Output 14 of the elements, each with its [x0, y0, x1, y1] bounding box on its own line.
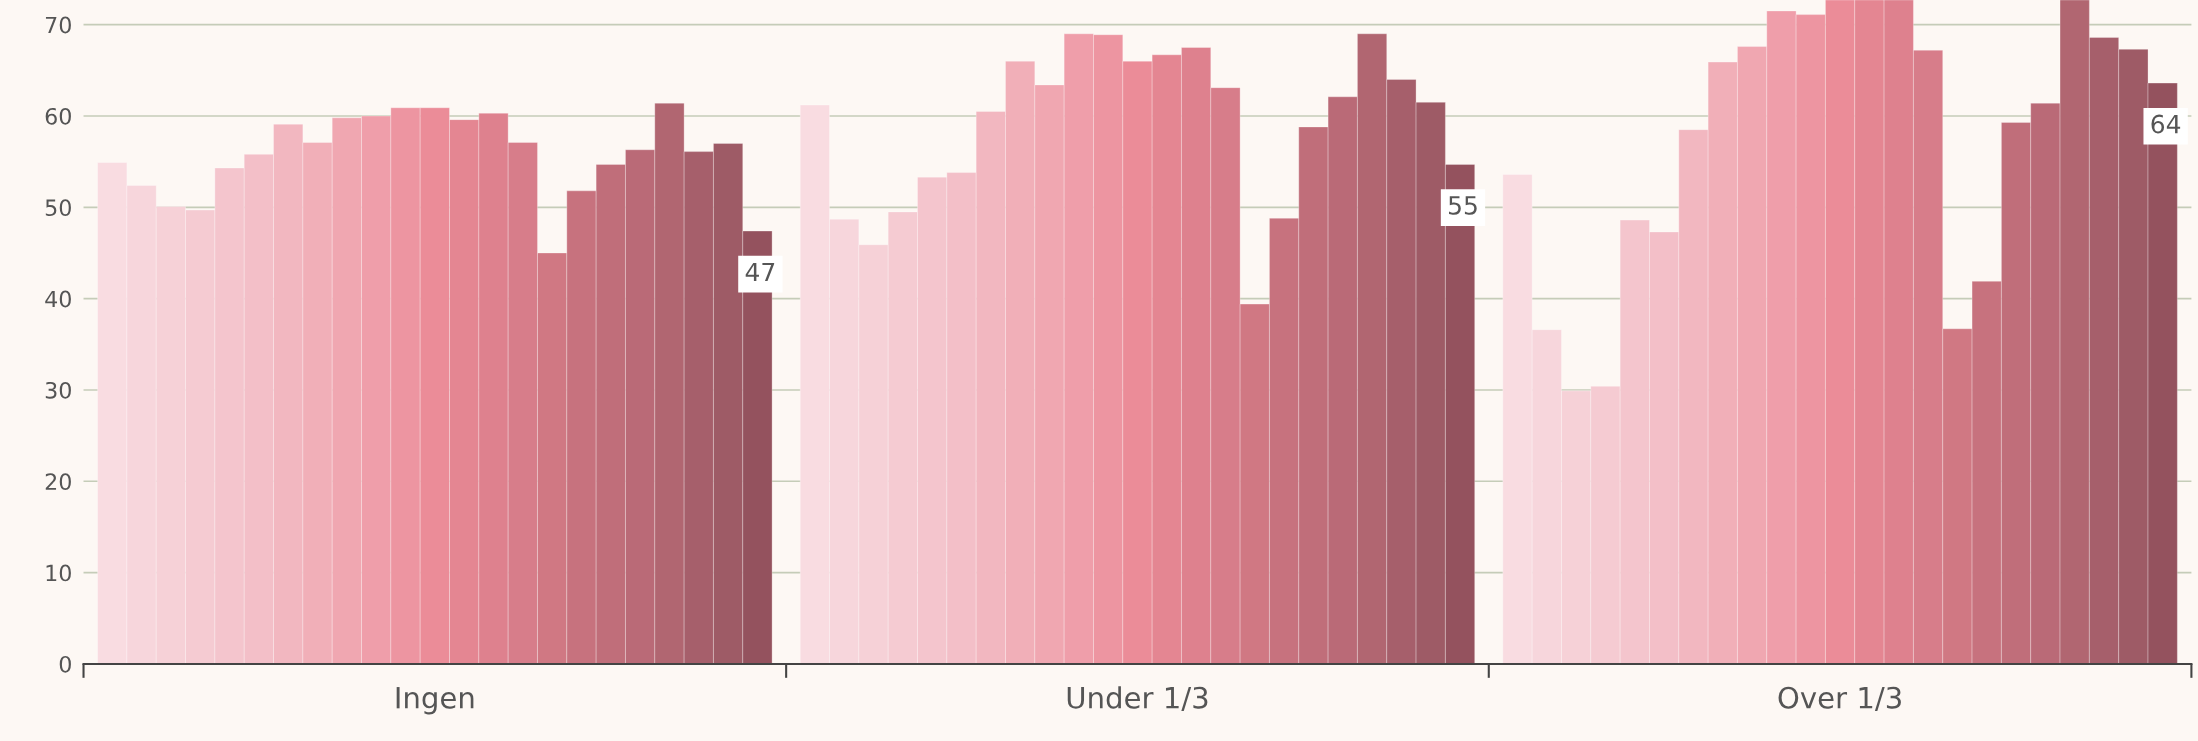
y-tick-label: 30 [45, 381, 71, 399]
data-label: 55 [1449, 196, 1477, 215]
y-tick-label: 70 [45, 16, 71, 34]
y-tick-label: 40 [45, 290, 71, 308]
x-tick-label: Over 1/3 [1778, 686, 1901, 712]
y-tick-label: 20 [45, 473, 71, 491]
data-label: 64 [2151, 114, 2181, 134]
y-tick-label: 60 [45, 107, 71, 125]
x-tick-label: Ingen [396, 687, 474, 715]
x-tick-label: Under 1/3 [1067, 686, 1208, 712]
data-label: 47 [745, 262, 775, 282]
y-tick-label: 10 [46, 564, 71, 582]
y-tick-label: 50 [45, 199, 71, 217]
y-tick-label: 0 [59, 655, 71, 673]
